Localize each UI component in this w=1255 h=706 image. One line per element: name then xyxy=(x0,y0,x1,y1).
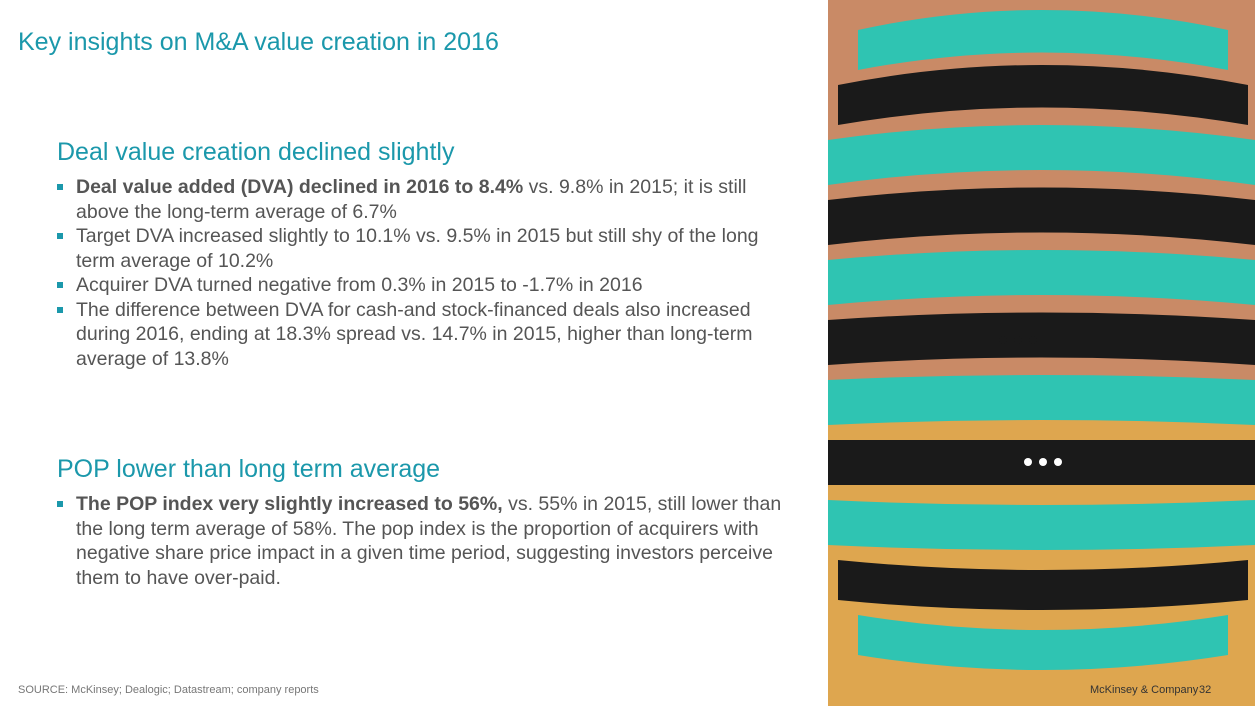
slide-title: Key insights on M&A value creation in 20… xyxy=(18,28,499,56)
section-heading: Deal value creation declined slightly xyxy=(57,138,455,166)
bullet-text: vs. 55% in 2015, still lower than the lo… xyxy=(76,493,782,589)
bullet-text: The difference between DVA for cash-and … xyxy=(76,298,753,370)
bullet-text: Acquirer DVA turned negative from 0.3% i… xyxy=(76,274,643,296)
company-name: McKinsey & Company xyxy=(1090,684,1199,696)
bullet: The POP index very slightly increased to… xyxy=(57,492,787,590)
bullet: Acquirer DVA turned negative from 0.3% i… xyxy=(57,273,787,298)
bullet-bold: The POP index very slightly increased to… xyxy=(76,493,503,515)
bullet: Deal value added (DVA) declined in 2016 … xyxy=(57,175,787,224)
bullet: The difference between DVA for cash-and … xyxy=(57,298,787,372)
section: Deal value creation declined slightly Dea… xyxy=(57,138,787,371)
page-number: 32 xyxy=(1199,684,1212,696)
section: POP lower than long term average The POP … xyxy=(57,455,787,590)
bullet-text: Target DVA increased slightly to 10.1% v… xyxy=(76,225,759,272)
section-heading: POP lower than long term average xyxy=(57,455,441,483)
bullet-bold: Deal value added (DVA) declined in 2016 … xyxy=(76,176,524,198)
bullet: Target DVA increased slightly to 10.1% v… xyxy=(57,224,787,273)
bullet-text: vs. 9.8% in 2015; it is still above the … xyxy=(76,176,747,223)
source-note: SOURCE: McKinsey; Dealogic; Datastream; … xyxy=(18,684,319,696)
illustration xyxy=(828,0,1255,706)
